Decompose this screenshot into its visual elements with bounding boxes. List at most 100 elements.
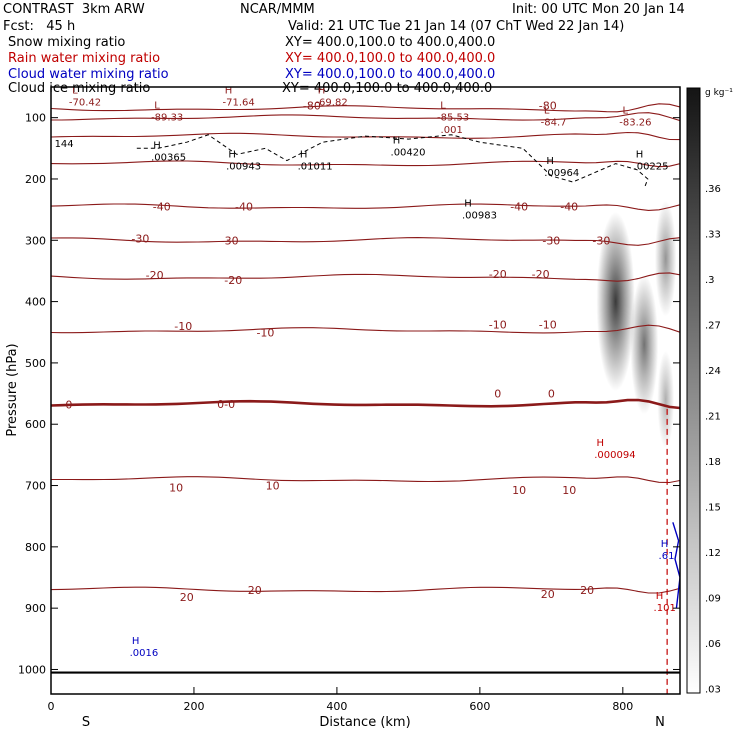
plot-frame	[50, 86, 681, 695]
x-tick-label: 600	[469, 700, 490, 713]
x-tick-label: 400	[326, 700, 347, 713]
colorbar-tick-label: .27	[705, 321, 721, 332]
extremum-mark-19: H	[132, 636, 140, 647]
isotherm-label-9: -30	[592, 234, 610, 247]
forecast-hour: Fcst: 45 h	[3, 19, 76, 34]
snow-shading-1	[630, 274, 659, 415]
isotherm--10	[51, 324, 680, 334]
extremum-value-14: .00225	[634, 162, 669, 173]
extremum-mark-11: H	[300, 150, 308, 161]
isotherm-label-10: -20	[146, 269, 164, 282]
isotherm-label-5: -40	[560, 201, 578, 214]
field-xy-snow: XY= 400.0,100.0 to 400.0,400.0	[285, 35, 496, 50]
isotherm-label-2: -40	[153, 201, 171, 214]
extremum-mark-4: L	[440, 101, 446, 112]
colorbar-tick-label: .09	[705, 593, 721, 604]
isotherm--20	[51, 272, 680, 282]
colorbar	[686, 87, 701, 694]
field-name-rain: Rain water mixing ratio	[8, 51, 161, 66]
extremum-value-8: 144	[55, 139, 74, 150]
extremum-value-6: -83.26	[619, 117, 651, 128]
extremum-mark-0: L	[72, 85, 78, 96]
isotherm-label-0: -80	[303, 99, 321, 112]
extremum-value-15: .00983	[462, 211, 497, 222]
colorbar-unit: g kg⁻¹	[705, 88, 733, 98]
extremum-value-3: -89.33	[151, 113, 183, 124]
extremum-value-19: .0016	[130, 648, 159, 659]
extremum-value-13: .00964	[544, 168, 579, 179]
colorbar-tick-label: .18	[705, 457, 721, 468]
isotherm--50	[51, 160, 680, 168]
isotherm-label-11: -20	[224, 274, 242, 287]
colorbar-tick-label: .36	[705, 184, 721, 195]
field-name-snow: Snow mixing ratio	[8, 35, 126, 50]
extremum-value-16: .000094	[594, 450, 635, 461]
extremum-mark-15: H	[464, 199, 472, 210]
colorbar-ticks: .36 .33 .3 .27 .24 .21 .18 .15 .12 .09 .06 .03	[705, 184, 721, 695]
x-tick-label: 0	[48, 700, 55, 713]
extremum-mark-16: H	[596, 438, 604, 449]
isotherm-label-4: -40	[510, 201, 528, 214]
isotherm-label-1: -80	[539, 99, 557, 112]
extremum-mark-2: H	[318, 85, 326, 96]
isotherm-label-29: 20	[580, 584, 594, 597]
extrema-labels: L-70.42H-71.64H-69.82L-89.33L-85.53L-84.…	[55, 85, 676, 659]
x-tick-label: 800	[612, 700, 633, 713]
extremum-value-7: .001	[441, 125, 463, 136]
mixing-ratio-contours	[51, 134, 680, 694]
extremum-value-4: -85.53	[437, 113, 469, 124]
extremum-mark-9: H	[153, 140, 161, 151]
y-tick-label: 200	[25, 173, 46, 186]
isotherm-10	[51, 476, 680, 484]
cloud-water-contour	[672, 522, 680, 609]
field-xy-cloud-ice: XY= 400.0,100.0 to 400.0,400.0	[282, 81, 493, 96]
isotherm--80	[51, 103, 680, 113]
isotherm--30	[51, 237, 680, 246]
snow-shading-2	[654, 200, 677, 317]
x-end-label-north: N	[655, 715, 665, 730]
isotherm--70	[51, 112, 680, 122]
y-tick-label: 600	[25, 418, 46, 431]
extremum-mark-5: L	[544, 105, 550, 116]
extremum-value-9: .00365	[151, 152, 186, 163]
isotherm-label-8: -30	[542, 234, 560, 247]
colorbar-tick-label: .3	[705, 275, 715, 286]
extremum-value-0: -70.42	[69, 97, 101, 108]
extremum-mark-13: H	[546, 156, 554, 167]
isotherm--40	[51, 203, 680, 211]
isotherm-label-3: -40	[235, 201, 253, 214]
extremum-mark-17: H	[661, 539, 669, 550]
isotherm-labels: -80 -80 -40 -40 -40 -40 -30 -30 -30 -30 -20 -20 -20 -…	[65, 99, 610, 604]
isotherm-label-20: 0	[494, 388, 501, 401]
y-axis-label: Pressure (hPa)	[5, 343, 20, 436]
extremum-value-17: .61	[659, 551, 675, 562]
extremum-value-11: .01011	[298, 162, 333, 173]
x-axis-label: Distance (km)	[319, 715, 410, 730]
temperature-isotherms	[51, 103, 680, 594]
extremum-value-18: .101	[654, 603, 676, 614]
field-xy-rain: XY= 400.0,100.0 to 400.0,400.0	[285, 51, 496, 66]
isotherm-label-19: 0-0	[217, 398, 235, 411]
colorbar-tick-label: .21	[705, 412, 721, 423]
extremum-value-12: .00420	[391, 148, 426, 159]
cloud-ice-contour	[136, 134, 649, 189]
extremum-value-2: -69.82	[315, 97, 347, 108]
extremum-mark-6: L	[622, 105, 628, 116]
extremum-value-5: -84.7	[541, 117, 567, 128]
field-name-cloud-ice: Cloud ice mixing ratio	[8, 81, 151, 96]
extremum-mark-12: H	[393, 136, 401, 147]
isotherm-20	[51, 586, 680, 594]
isotherm-label-6: -30	[131, 232, 149, 245]
extremum-value-1: -71.64	[223, 97, 255, 108]
x-end-label-south: S	[82, 715, 90, 730]
snow-shading	[596, 200, 677, 449]
y-tick-label: 700	[25, 480, 46, 493]
extremum-mark-1: H	[225, 85, 233, 96]
y-tick-label: 300	[25, 234, 46, 247]
y-tick-label: 800	[25, 541, 46, 554]
colorbar-tick-label: .06	[705, 639, 721, 650]
extremum-mark-10: H	[228, 150, 236, 161]
isotherm-label-26: 20	[180, 591, 194, 604]
colorbar-tick-label: .12	[705, 548, 721, 559]
